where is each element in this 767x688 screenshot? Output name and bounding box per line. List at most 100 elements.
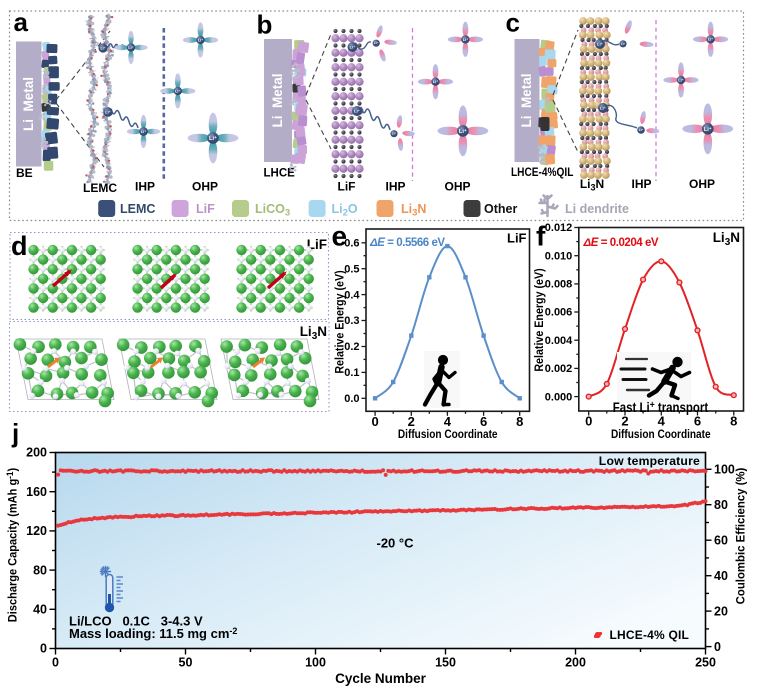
svg-text:Li/LCO 0.1C 3-4.3 V: Li/LCO 0.1C 3-4.3 V xyxy=(69,614,203,629)
svg-text:250: 250 xyxy=(695,656,716,670)
svg-text:b: b xyxy=(257,10,273,40)
svg-text:Li⁺: Li⁺ xyxy=(463,38,468,42)
svg-text:200: 200 xyxy=(565,656,586,670)
svg-text:4: 4 xyxy=(444,414,452,429)
svg-text:80: 80 xyxy=(714,498,728,512)
svg-text:Li⁺: Li⁺ xyxy=(459,128,467,135)
svg-text:Fast Li+ transport: Fast Li+ transport xyxy=(613,399,709,415)
svg-text:Relative Energy (eV): Relative Energy (eV) xyxy=(334,270,346,374)
svg-text:LiF: LiF xyxy=(196,202,215,216)
svg-text:0.5: 0.5 xyxy=(344,263,359,275)
svg-text:Li⁺: Li⁺ xyxy=(100,46,105,50)
svg-text:LiF: LiF xyxy=(507,231,527,246)
svg-text:Li⁺: Li⁺ xyxy=(600,105,606,110)
svg-text:0.3: 0.3 xyxy=(344,315,359,327)
svg-text:8: 8 xyxy=(516,414,523,429)
svg-text:2: 2 xyxy=(621,414,628,429)
svg-text:0: 0 xyxy=(52,656,59,670)
svg-text:Li Metal: Li Metal xyxy=(270,73,285,127)
svg-text:150: 150 xyxy=(435,656,456,670)
svg-text:80: 80 xyxy=(33,563,47,577)
svg-text:j: j xyxy=(11,418,19,448)
svg-text:IHP: IHP xyxy=(631,177,651,191)
svg-text:Relative Energy (eV): Relative Energy (eV) xyxy=(534,268,546,372)
svg-text:0.2: 0.2 xyxy=(344,341,359,353)
svg-text:0.004: 0.004 xyxy=(545,335,573,347)
svg-text:40: 40 xyxy=(33,603,47,617)
svg-text:d: d xyxy=(11,231,28,261)
svg-text:40: 40 xyxy=(714,569,728,583)
svg-text:Li Metal: Li Metal xyxy=(519,73,534,127)
svg-text:20: 20 xyxy=(714,604,728,618)
svg-text:200: 200 xyxy=(26,446,47,460)
svg-text:c: c xyxy=(506,7,520,37)
svg-text:100: 100 xyxy=(714,463,735,477)
svg-text:Li⁺: Li⁺ xyxy=(392,132,397,136)
svg-text:ΔE = 0.5566 eV: ΔE = 0.5566 eV xyxy=(369,237,445,249)
svg-text:0.006: 0.006 xyxy=(545,307,573,319)
svg-text:Coulombic Efficiency (%): Coulombic Efficiency (%) xyxy=(734,468,747,605)
svg-text:0.6: 0.6 xyxy=(344,238,359,250)
svg-text:LHCE-4% QIL: LHCE-4% QIL xyxy=(610,628,690,642)
svg-text:IHP: IHP xyxy=(135,180,155,194)
svg-text:0: 0 xyxy=(585,414,592,429)
svg-text:120: 120 xyxy=(26,524,47,538)
svg-text:ΔE = 0.0204 eV: ΔE = 0.0204 eV xyxy=(583,237,659,249)
svg-text:e: e xyxy=(332,221,348,252)
svg-text:IHP: IHP xyxy=(385,180,405,194)
svg-text:6: 6 xyxy=(480,414,487,429)
svg-text:Diffusion Coordinate: Diffusion Coordinate xyxy=(398,428,498,441)
svg-text:Li⁺: Li⁺ xyxy=(105,110,110,114)
svg-text:160: 160 xyxy=(26,485,47,499)
svg-text:Li⁺: Li⁺ xyxy=(175,89,180,93)
svg-text:0.1: 0.1 xyxy=(344,367,359,379)
svg-text:Low temperature: Low temperature xyxy=(599,454,700,468)
svg-text:a: a xyxy=(14,7,29,37)
svg-text:60: 60 xyxy=(714,533,728,547)
svg-text:6: 6 xyxy=(694,414,701,429)
svg-text:Other: Other xyxy=(484,202,517,216)
svg-text:LiF: LiF xyxy=(307,237,327,252)
svg-text:OHP: OHP xyxy=(192,180,218,194)
svg-text:Li⁺: Li⁺ xyxy=(639,128,644,132)
svg-text:Diffusion Coordinate: Diffusion Coordinate xyxy=(611,428,711,441)
svg-text:Li dendrite: Li dendrite xyxy=(565,202,629,216)
svg-text:Discharge Capacity (mAh g-1): Discharge Capacity (mAh g-1) xyxy=(5,468,20,623)
svg-text:LiF: LiF xyxy=(338,180,356,194)
svg-text:4: 4 xyxy=(658,414,666,429)
svg-text:f: f xyxy=(536,221,546,252)
svg-text:0: 0 xyxy=(714,640,721,654)
svg-text:Li3N: Li3N xyxy=(401,202,426,219)
svg-text:Li2O: Li2O xyxy=(332,202,358,219)
svg-text:-20 °C: -20 °C xyxy=(377,536,415,551)
svg-text:Li⁺: Li⁺ xyxy=(198,38,203,42)
svg-text:OHP: OHP xyxy=(689,177,715,191)
svg-text:Li⁺: Li⁺ xyxy=(621,42,626,46)
svg-text:0.4: 0.4 xyxy=(344,289,360,301)
svg-text:0: 0 xyxy=(371,414,378,429)
svg-text:Li⁺: Li⁺ xyxy=(209,135,217,142)
svg-text:Li⁺: Li⁺ xyxy=(704,126,712,133)
svg-text:Li⁺: Li⁺ xyxy=(433,80,438,84)
svg-text:Li3N: Li3N xyxy=(713,230,740,248)
svg-text:8: 8 xyxy=(730,414,737,429)
svg-text:Li3N: Li3N xyxy=(580,177,604,193)
svg-text:OHP: OHP xyxy=(444,180,470,194)
svg-text:Li⁺: Li⁺ xyxy=(141,130,146,134)
svg-text:LEMC: LEMC xyxy=(83,181,117,195)
svg-text:Li⁺: Li⁺ xyxy=(350,44,356,49)
svg-text:Li3N: Li3N xyxy=(300,324,327,342)
svg-text:LHCE-4%QIL: LHCE-4%QIL xyxy=(511,166,574,179)
svg-text:Li⁺: Li⁺ xyxy=(374,41,379,45)
svg-text:Li⁺: Li⁺ xyxy=(678,78,683,82)
svg-text:Li Metal: Li Metal xyxy=(21,77,36,131)
svg-text:0.0: 0.0 xyxy=(344,393,359,405)
svg-text:0.012: 0.012 xyxy=(545,222,573,234)
svg-text:Li⁺: Li⁺ xyxy=(708,38,713,42)
svg-text:0.002: 0.002 xyxy=(545,363,573,375)
svg-text:Li⁺: Li⁺ xyxy=(597,41,603,46)
svg-text:Mass loading: 11.5 mg cm-2: Mass loading: 11.5 mg cm-2 xyxy=(69,626,237,641)
svg-text:BE: BE xyxy=(16,166,33,180)
svg-text:Cycle Number: Cycle Number xyxy=(335,671,427,686)
svg-text:Li⁺: Li⁺ xyxy=(354,108,360,113)
